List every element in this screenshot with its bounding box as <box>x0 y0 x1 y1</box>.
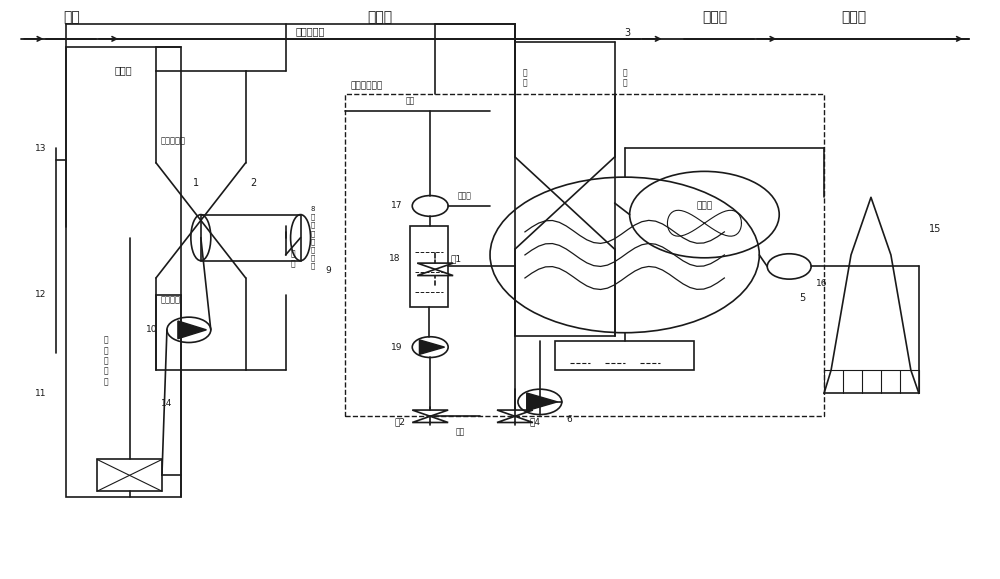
Text: 6: 6 <box>567 415 573 424</box>
Text: 19: 19 <box>391 343 402 351</box>
Text: 组合式凝汽器: 组合式凝汽器 <box>350 82 383 91</box>
Text: 主蒸汽: 主蒸汽 <box>115 65 132 75</box>
Text: 乏
汽: 乏 汽 <box>622 68 627 88</box>
Text: 发电机: 发电机 <box>696 201 712 210</box>
Bar <box>555 342 694 370</box>
Bar <box>97 460 162 491</box>
Bar <box>201 215 301 261</box>
Text: 中
压
缸
抽
汽: 中 压 缸 抽 汽 <box>104 336 108 386</box>
Text: 乏汽: 乏汽 <box>405 96 415 105</box>
Text: 汽轮机: 汽轮机 <box>368 10 393 24</box>
Text: 9: 9 <box>325 266 331 276</box>
Text: 管道: 管道 <box>455 428 465 437</box>
Text: 中压缸排汽: 中压缸排汽 <box>296 26 325 36</box>
Text: 阀4: 阀4 <box>530 417 541 427</box>
Text: 抽真空: 抽真空 <box>458 191 472 200</box>
Polygon shape <box>412 410 448 416</box>
Polygon shape <box>497 416 533 423</box>
Polygon shape <box>417 263 453 269</box>
Text: 15: 15 <box>929 224 941 234</box>
Text: 冷却塔: 冷却塔 <box>841 10 867 24</box>
Text: 乏
汽: 乏 汽 <box>523 68 527 88</box>
Polygon shape <box>497 410 533 416</box>
Bar <box>345 94 824 416</box>
Text: 抽
汽: 抽 汽 <box>291 249 295 269</box>
Polygon shape <box>412 416 448 423</box>
Bar <box>66 47 181 497</box>
Text: 5: 5 <box>799 293 805 303</box>
Text: 17: 17 <box>391 201 402 210</box>
Text: 18: 18 <box>389 254 400 263</box>
Text: 8
高
压
加
热
器
疏
水: 8 高 压 加 热 器 疏 水 <box>311 206 315 269</box>
Text: 阀1: 阀1 <box>450 255 461 263</box>
Text: 发电机: 发电机 <box>702 10 727 24</box>
Text: 1: 1 <box>193 178 199 188</box>
Polygon shape <box>527 393 557 411</box>
Polygon shape <box>419 340 445 354</box>
Text: 3: 3 <box>625 28 631 38</box>
Text: 14: 14 <box>161 399 172 408</box>
Text: 2: 2 <box>251 178 257 188</box>
Text: 高压缸排汽: 高压缸排汽 <box>161 137 186 145</box>
Text: 12: 12 <box>35 290 46 299</box>
Text: 16: 16 <box>816 279 828 288</box>
Text: 再热蒸汽: 再热蒸汽 <box>161 295 181 304</box>
Text: 13: 13 <box>35 144 46 153</box>
Polygon shape <box>417 269 453 276</box>
Text: 锅炉: 锅炉 <box>63 10 80 24</box>
Text: 11: 11 <box>35 389 46 398</box>
Bar <box>410 226 448 307</box>
Text: 10: 10 <box>145 325 157 334</box>
Text: 阀2: 阀2 <box>394 417 405 427</box>
Polygon shape <box>178 321 206 339</box>
